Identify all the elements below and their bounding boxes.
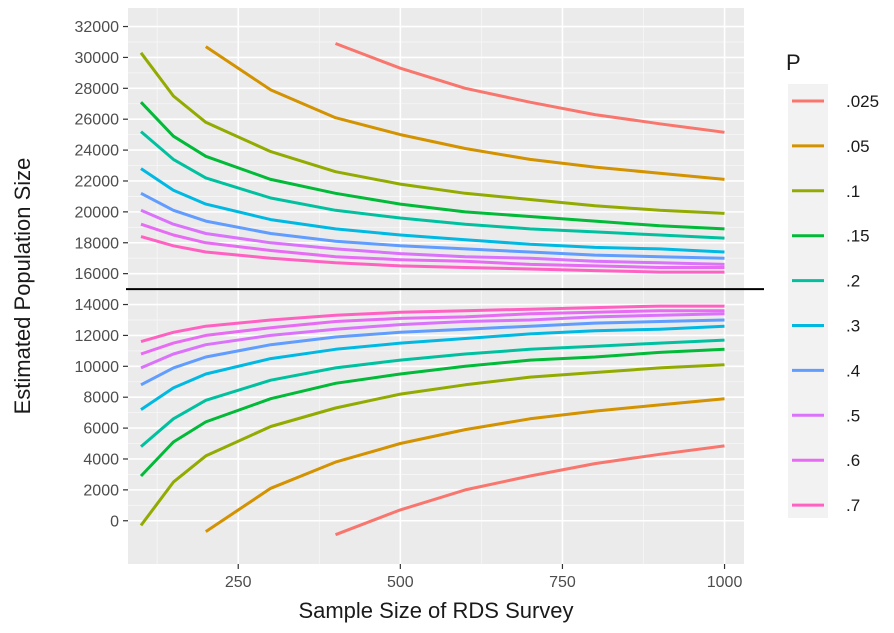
- series-layer: [139, 42, 725, 537]
- legend-label: .1: [846, 182, 860, 201]
- series-6: [140, 191, 725, 387]
- series-line-lower: [140, 324, 725, 411]
- y-tick-label: 12000: [75, 328, 120, 345]
- y-tick-label: 22000: [75, 173, 120, 190]
- series-line-lower: [140, 318, 725, 387]
- series-line-lower: [140, 309, 725, 356]
- series-3: [139, 101, 725, 478]
- y-tick-label: 30000: [75, 50, 120, 67]
- x-axis-ticks: 250 500 750 1000: [225, 564, 743, 591]
- series-7: [140, 208, 725, 370]
- series-line-upper: [139, 101, 725, 231]
- y-tick-label: 6000: [83, 421, 119, 438]
- series-line-upper: [140, 235, 725, 274]
- series-line-upper: [140, 130, 725, 240]
- legend-item: .5: [792, 406, 860, 425]
- series-line-lower: [204, 397, 725, 533]
- y-tick-label: 20000: [75, 204, 120, 221]
- legend-label: .5: [846, 406, 860, 425]
- major-gridlines: [128, 8, 744, 564]
- plot-background: [128, 8, 744, 564]
- y-tick-label: 0: [110, 513, 119, 530]
- series-0: [334, 42, 725, 537]
- series-line-lower: [140, 312, 725, 370]
- series-9: [140, 235, 725, 344]
- y-tick-label: 16000: [75, 266, 120, 283]
- x-tick-label: 750: [549, 574, 576, 591]
- y-tick-label: 2000: [83, 482, 119, 499]
- legend-item: .2: [792, 272, 860, 291]
- legend-item: .15: [792, 227, 870, 246]
- series-line-lower: [139, 363, 725, 527]
- legend-item: .05: [792, 137, 870, 156]
- y-tick-label: 14000: [75, 297, 120, 314]
- legend-item: .025: [792, 92, 879, 111]
- series-1: [204, 45, 725, 533]
- series-line-upper: [334, 42, 725, 134]
- legend-label: .3: [846, 317, 860, 336]
- series-8: [140, 222, 725, 356]
- legend-title: P: [786, 50, 801, 75]
- series-line-lower: [139, 347, 725, 478]
- series-4: [140, 130, 725, 448]
- series-line-lower: [140, 304, 725, 344]
- y-tick-label: 32000: [75, 19, 120, 36]
- series-line-lower: [140, 338, 725, 448]
- y-tick-label: 28000: [75, 81, 120, 98]
- legend-label: .4: [846, 361, 860, 380]
- legend: P .025 .05 .1 .15 .2 .3 .4 .5 .6 .7: [786, 50, 879, 518]
- y-tick-label: 24000: [75, 143, 120, 160]
- x-axis-title: Sample Size of RDS Survey: [298, 598, 573, 623]
- legend-item: .4: [792, 361, 860, 380]
- y-axis-title: Estimated Population Size: [10, 158, 35, 415]
- x-tick-label: 1000: [707, 574, 743, 591]
- series-5: [140, 167, 725, 411]
- series-line-upper: [140, 191, 725, 260]
- series-line-upper: [204, 45, 725, 181]
- legend-label: .025: [846, 92, 879, 111]
- legend-label: .6: [846, 451, 860, 470]
- series-line-upper: [139, 51, 725, 215]
- series-line-upper: [140, 222, 725, 269]
- legend-label: .05: [846, 137, 870, 156]
- series-line-upper: [140, 208, 725, 266]
- legend-label: .2: [846, 272, 860, 291]
- y-tick-label: 10000: [75, 359, 120, 376]
- y-tick-label: 18000: [75, 235, 120, 252]
- y-axis-ticks: 0 2000 4000 6000 8000 10000 12000 14000 16000 180…: [75, 19, 128, 530]
- legend-label: .15: [846, 227, 870, 246]
- legend-label: .7: [846, 496, 860, 515]
- legend-key-background: [788, 84, 828, 518]
- legend-item: .6: [792, 451, 860, 470]
- series-2: [139, 51, 725, 527]
- y-tick-label: 26000: [75, 112, 120, 129]
- x-tick-label: 500: [387, 574, 414, 591]
- legend-items: .025 .05 .1 .15 .2 .3 .4 .5 .6 .7: [792, 92, 879, 515]
- x-tick-label: 250: [225, 574, 252, 591]
- legend-item: .1: [792, 182, 860, 201]
- y-tick-label: 8000: [83, 390, 119, 407]
- y-tick-label: 4000: [83, 451, 119, 468]
- legend-item: .7: [792, 496, 860, 515]
- legend-item: .3: [792, 317, 860, 336]
- series-line-upper: [140, 167, 725, 254]
- series-line-lower: [334, 444, 725, 537]
